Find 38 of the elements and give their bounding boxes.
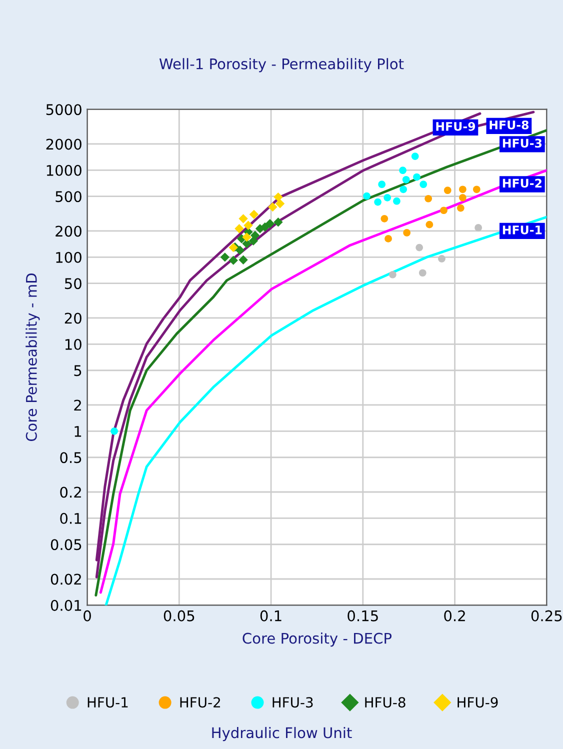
y-tick-label: 20 — [64, 312, 82, 324]
y-tick-label: 50 — [64, 278, 82, 290]
legend-title: Hydraulic Flow Unit — [212, 726, 352, 742]
y-tick-label: 0.2 — [60, 486, 81, 498]
y-axis-title: Core Permeability - mD — [26, 274, 40, 442]
y-tick-label: 0.02 — [50, 574, 81, 585]
y-tick-label: 0.5 — [60, 452, 82, 464]
x-tick-label: 0.25 — [531, 610, 562, 622]
y-tick-label: 200 — [56, 226, 82, 237]
series-label: HFU-9 — [436, 122, 476, 131]
y-tick-label: 500 — [56, 191, 82, 202]
x-tick-label: 0.15 — [348, 610, 378, 622]
y-tick-label: 10 — [65, 338, 82, 350]
y-tick-label: 100 — [56, 252, 82, 263]
legend-label: HFU-3 — [272, 697, 313, 708]
series-label: HFU-3 — [502, 138, 542, 148]
legend-label: HFU-9 — [458, 697, 498, 708]
series-label: HFU-1 — [502, 226, 542, 234]
y-tick-label: 1000 — [46, 164, 82, 176]
y-tick-label: 2000 — [46, 138, 82, 150]
series-label: HFU-2 — [502, 178, 542, 188]
series-label: HFU-8 — [490, 120, 529, 130]
x-tick-label: 0.1 — [260, 610, 282, 622]
x-axis-title: Core Porosity - DECP — [242, 632, 392, 647]
y-tick-label: 5 — [74, 365, 82, 376]
y-tick-label: 5000 — [46, 104, 82, 116]
y-tick-label: 2 — [74, 400, 81, 411]
y-tick-label: 0.05 — [50, 539, 82, 550]
legend-label: HFU-1 — [88, 697, 128, 708]
chart-title: Well-1 Porosity - Permeability Plot — [159, 58, 404, 72]
y-tick-label: 0.1 — [60, 512, 82, 524]
x-tick-label: 0 — [84, 610, 91, 622]
y-tick-label: 0.01 — [50, 600, 82, 611]
y-tick-label: 1 — [74, 426, 82, 437]
legend-label: HFU-2 — [180, 697, 220, 708]
x-tick-label: 0.05 — [164, 610, 194, 622]
legend-label: HFU-8 — [365, 697, 406, 708]
x-tick-label: 0.2 — [444, 610, 465, 622]
